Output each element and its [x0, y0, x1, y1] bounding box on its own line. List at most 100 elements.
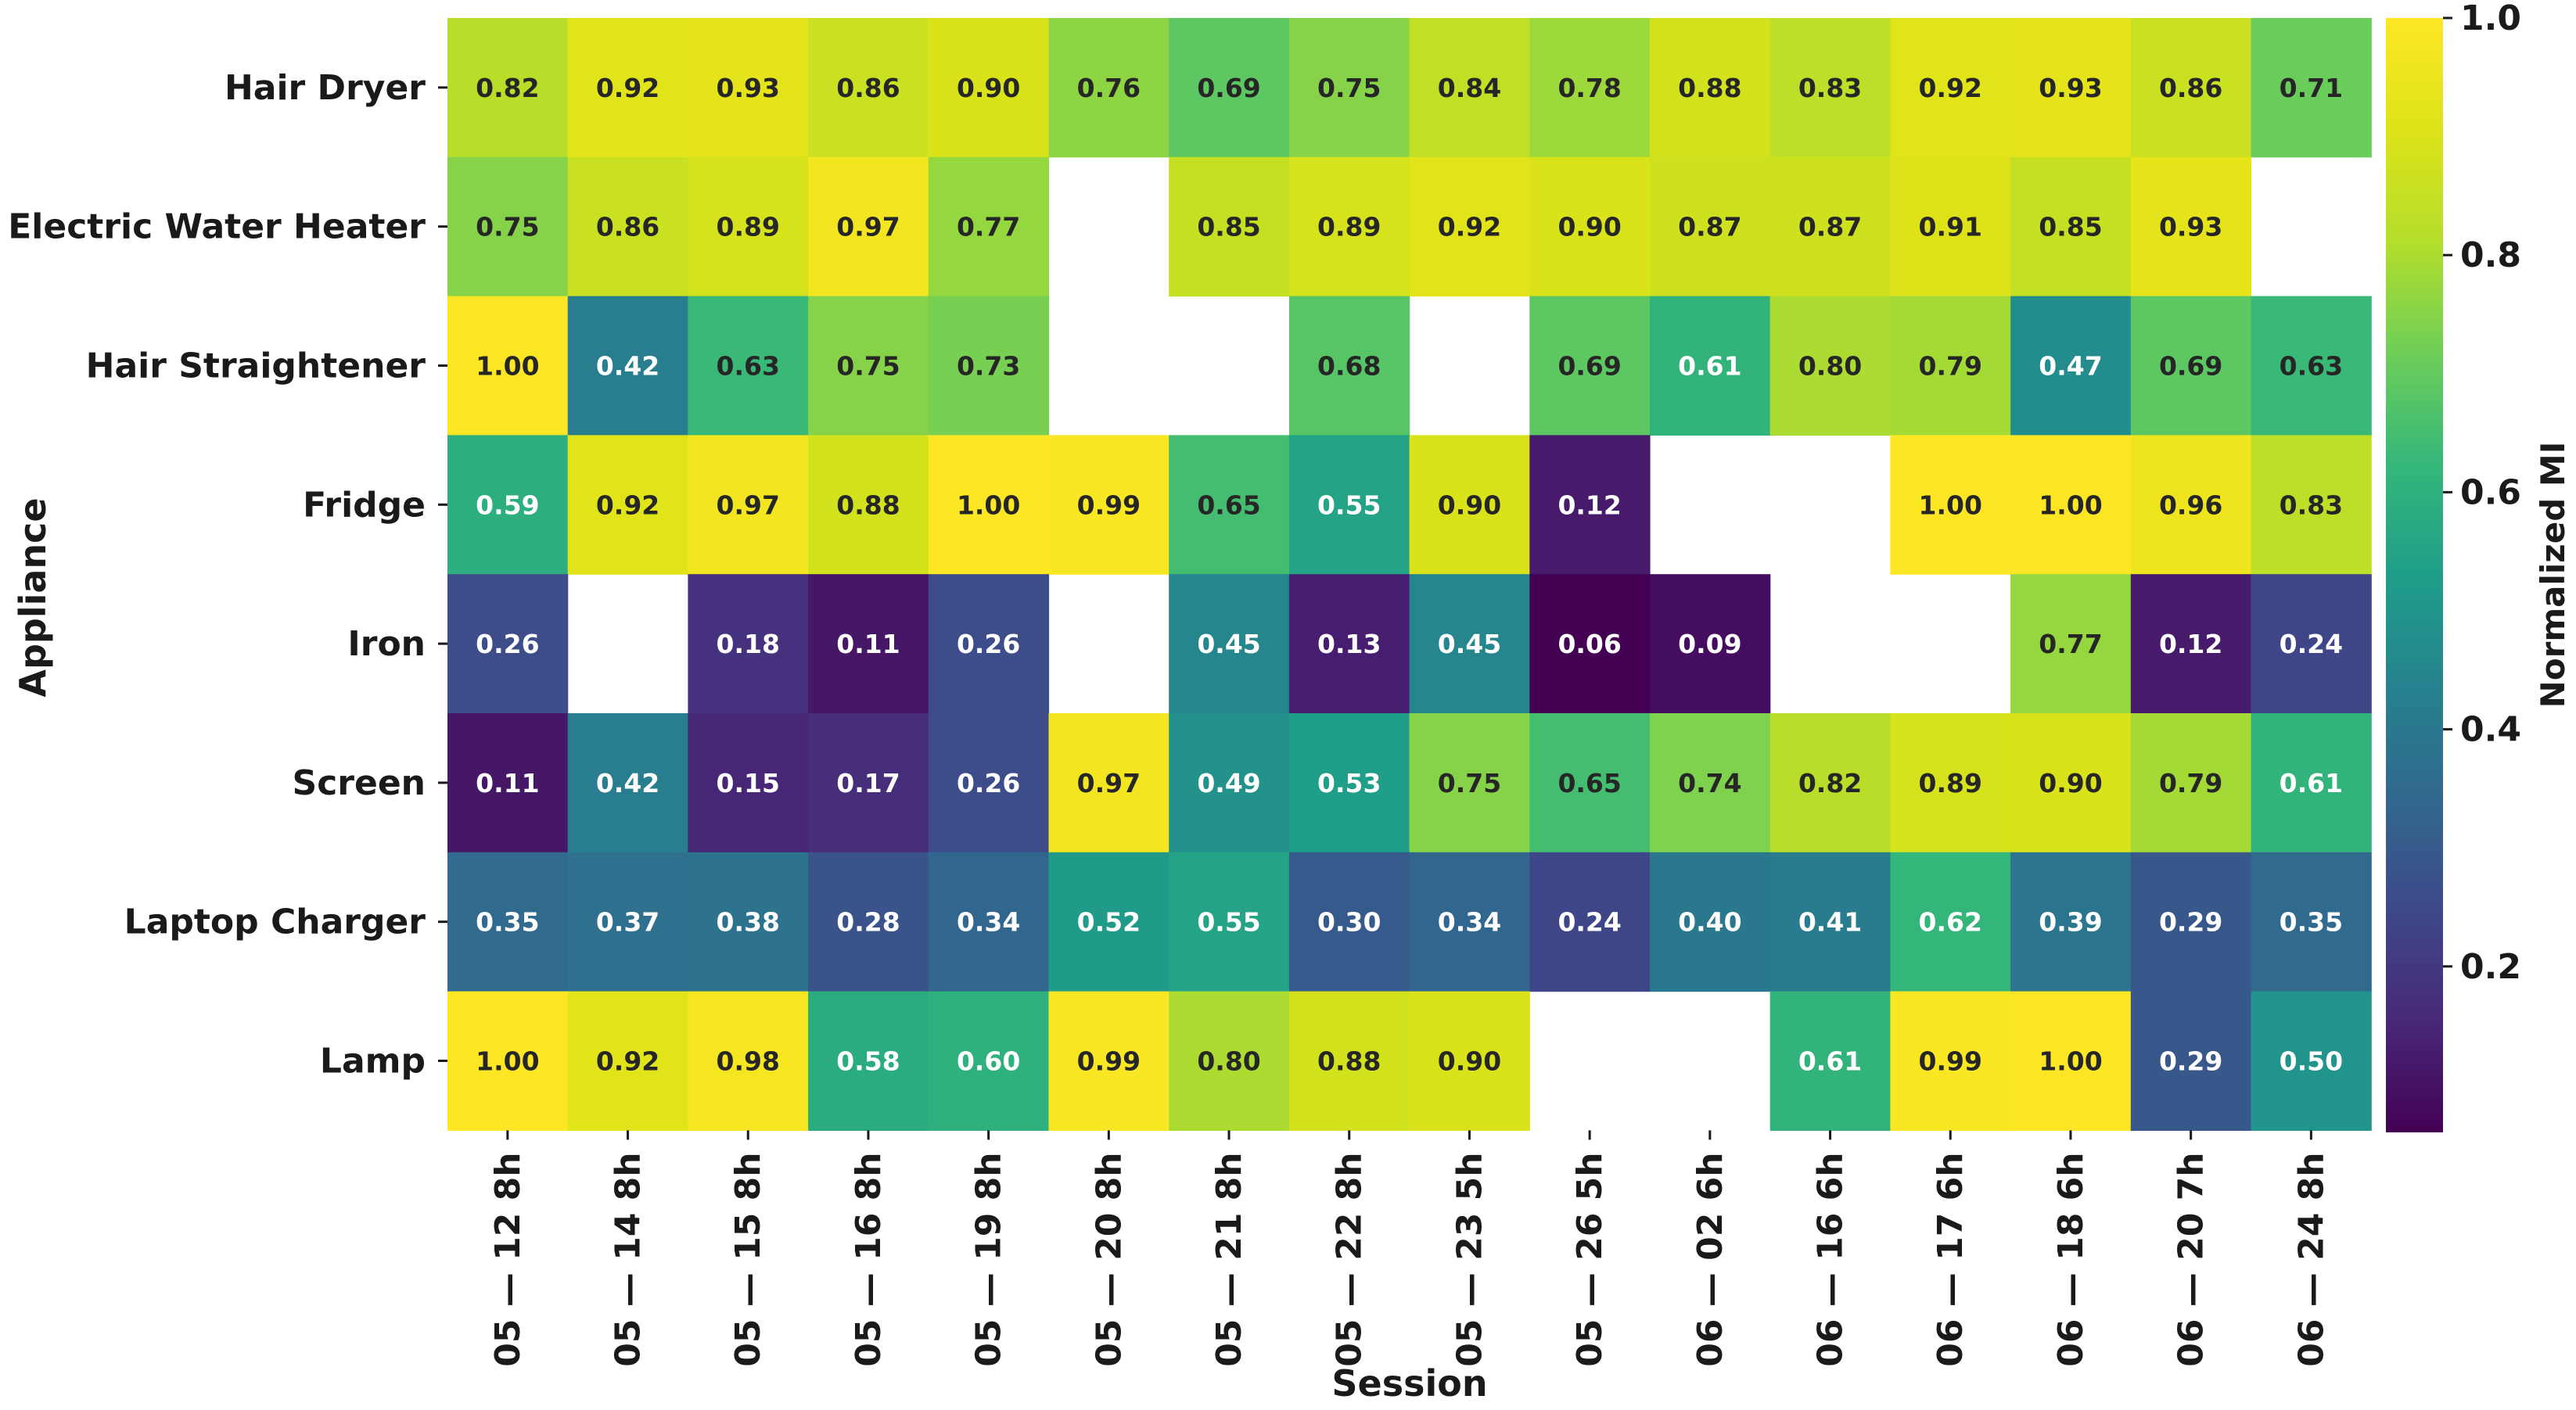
- cell-value-label: 0.29: [2159, 907, 2222, 938]
- cell-value-label: 0.61: [1798, 1046, 1862, 1077]
- heatmap-cell: [567, 713, 688, 853]
- cell-value-label: 0.76: [1077, 73, 1141, 103]
- cell-value-label: 0.55: [1197, 907, 1260, 938]
- heatmap-cell: [2010, 435, 2132, 575]
- heatmap-cell: [1890, 296, 2011, 436]
- heatmap-cell: [2130, 18, 2252, 158]
- cell-value-label: 0.99: [1077, 490, 1141, 520]
- heatmap-cell: [1169, 435, 1290, 575]
- heatmap-cell: [447, 852, 569, 992]
- y-tick-label: Laptop Charger: [124, 902, 426, 942]
- heatmap-cell: [567, 852, 688, 992]
- heatmap-cell: [808, 435, 929, 575]
- heatmap-cell: [2130, 991, 2252, 1131]
- heatmap-cell: [2251, 574, 2372, 714]
- colorbar-tick-label: 0.8: [2460, 235, 2521, 275]
- heatmap-cell: [447, 435, 569, 575]
- heatmap-cell: [1169, 852, 1290, 992]
- heatmap-cell: [567, 296, 688, 436]
- heatmap-cell: [447, 991, 569, 1131]
- cell-value-label: 0.17: [836, 768, 900, 798]
- heatmap-cell: [1288, 852, 1410, 992]
- column-labels: 05 — 12 8h 05 — 14 8h 05 — 15 8h 05 — 16 8h…: [488, 1130, 2331, 1367]
- heatmap-cell: [1769, 156, 1891, 297]
- x-tick-label: 05 — 16 8h: [849, 1152, 889, 1366]
- heatmap-cell: [1890, 991, 2011, 1131]
- y-tick-label: Hair Dryer: [225, 68, 426, 108]
- heatmap-cell: [1769, 713, 1891, 853]
- cell-value-label: 0.63: [717, 351, 780, 382]
- colorbar-tick-label: 0.2: [2460, 947, 2521, 987]
- cell-value-label: 0.30: [1317, 907, 1381, 938]
- heatmap-cell: [1409, 18, 1530, 158]
- cell-value-label: 0.85: [1197, 212, 1260, 242]
- heatmap-cell: [2251, 852, 2372, 992]
- heatmap-cell: [447, 18, 569, 158]
- cell-value-label: 0.71: [2280, 73, 2343, 103]
- cell-value-label: 0.65: [1197, 490, 1260, 520]
- heatmap-cell: [567, 991, 688, 1131]
- cell-value-label: 0.93: [2159, 212, 2222, 242]
- heatmap-cell: [1409, 991, 1530, 1131]
- heatmap-cell: [928, 296, 1050, 436]
- cell-value-label: 0.87: [1798, 212, 1862, 242]
- cell-value-label: 0.38: [717, 907, 780, 938]
- heatmap-cell: [1169, 18, 1290, 158]
- heatmap-cell: [808, 852, 929, 992]
- cell-value-label: 0.77: [2039, 629, 2102, 659]
- cell-value-label: 0.84: [1438, 73, 1501, 103]
- heatmap-cell: [928, 991, 1050, 1131]
- colorbar: [2386, 18, 2443, 1132]
- heatmap-cell: [1409, 156, 1530, 297]
- cell-value-label: 0.93: [717, 73, 780, 103]
- heatmap-cell: [1409, 574, 1530, 714]
- cell-value-label: 1.00: [2039, 1046, 2102, 1077]
- cell-value-label: 0.77: [957, 212, 1020, 242]
- cell-value-label: 0.79: [1919, 351, 1982, 382]
- cell-value-label: 0.90: [957, 73, 1020, 103]
- cell-value-label: 0.09: [1678, 629, 1741, 659]
- cell-value-label: 0.87: [1678, 212, 1741, 242]
- y-tick-label: Fridge: [303, 485, 426, 525]
- cell-value-label: 0.90: [1557, 212, 1621, 242]
- heatmap-cell: [1409, 435, 1530, 575]
- heatmap-cell: [688, 296, 809, 436]
- cell-value-label: 0.39: [2039, 907, 2102, 938]
- x-tick-label: 05 — 26 5h: [1570, 1152, 1610, 1366]
- y-tick-label: Electric Water Heater: [8, 207, 426, 247]
- heatmap-cell: [1529, 574, 1651, 714]
- cell-value-label: 0.34: [1438, 907, 1501, 938]
- cell-value-label: 0.68: [1317, 351, 1381, 382]
- cell-value-label: 0.82: [476, 73, 539, 103]
- heatmap-cell: [1529, 852, 1651, 992]
- y-tick-label: Iron: [347, 624, 426, 664]
- colorbar-tick-label: 0.6: [2460, 472, 2521, 512]
- heatmap-cell: [2130, 435, 2252, 575]
- cell-value-label: 0.26: [476, 629, 539, 659]
- heatmap-cell: [447, 156, 569, 297]
- heatmap-cell: [808, 713, 929, 853]
- heatmap-cell: [1650, 713, 1771, 853]
- cell-value-label: 0.92: [1438, 212, 1501, 242]
- colorbar-title: Normalized MI: [2534, 442, 2572, 709]
- cell-value-label: 0.42: [596, 768, 659, 798]
- cell-value-label: 0.90: [1438, 490, 1501, 520]
- cell-value-label: 0.60: [957, 1046, 1020, 1077]
- heatmap-cell: [1288, 296, 1410, 436]
- cell-value-label: 0.12: [2159, 629, 2222, 659]
- cell-value-label: 0.88: [1678, 73, 1741, 103]
- heatmap-cell: [688, 435, 809, 575]
- heatmap-cell: [1650, 296, 1771, 436]
- heatmap-cell: [2130, 852, 2252, 992]
- y-tick-label: Screen: [293, 763, 426, 803]
- cell-value-label: 0.85: [2039, 212, 2102, 242]
- heatmap-cell: [928, 713, 1050, 853]
- heatmap-cell: [1048, 713, 1169, 853]
- x-tick-label: 05 — 15 8h: [728, 1152, 768, 1366]
- cell-value-label: 0.28: [836, 907, 900, 938]
- cell-value-label: 0.18: [717, 629, 780, 659]
- x-tick-label: 06 — 16 6h: [1811, 1152, 1851, 1366]
- heatmap-cells: 0.82 0.92 0.93 0.86 0.90 0.76 0.69 0.75 0.84 0.78…: [447, 18, 2372, 1131]
- cell-value-label: 0.78: [1557, 73, 1621, 103]
- cell-value-label: 1.00: [2039, 490, 2102, 520]
